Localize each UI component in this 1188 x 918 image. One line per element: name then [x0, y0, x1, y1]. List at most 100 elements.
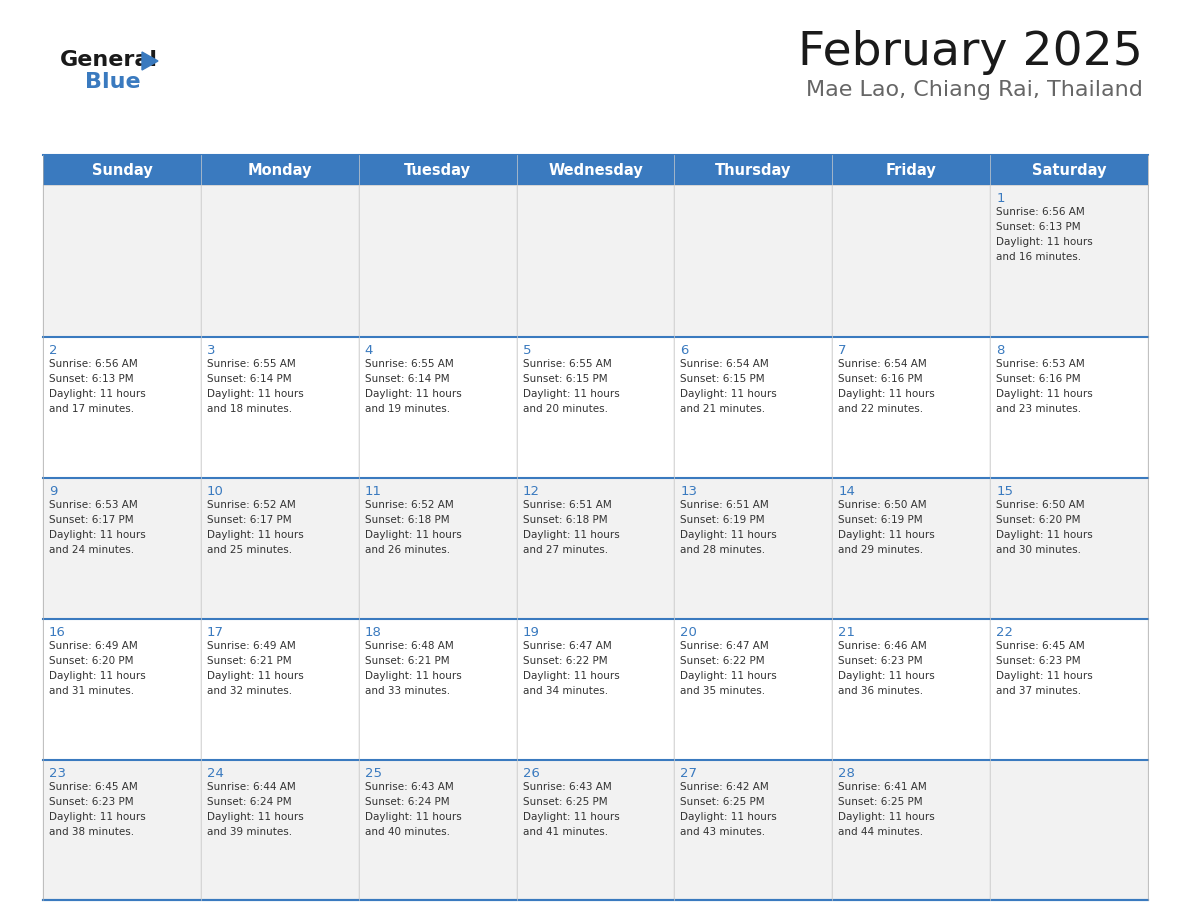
- Text: and 24 minutes.: and 24 minutes.: [49, 545, 134, 555]
- Text: Daylight: 11 hours: Daylight: 11 hours: [49, 812, 146, 822]
- Text: Sunset: 6:14 PM: Sunset: 6:14 PM: [207, 374, 291, 384]
- Text: Daylight: 11 hours: Daylight: 11 hours: [523, 389, 619, 399]
- Text: Sunrise: 6:49 AM: Sunrise: 6:49 AM: [207, 641, 296, 651]
- Text: Sunset: 6:18 PM: Sunset: 6:18 PM: [365, 515, 449, 525]
- Bar: [43, 337, 201, 478]
- Text: and 35 minutes.: and 35 minutes.: [681, 686, 765, 696]
- Text: and 16 minutes.: and 16 minutes.: [997, 252, 1081, 262]
- Text: Daylight: 11 hours: Daylight: 11 hours: [49, 530, 146, 540]
- Bar: [201, 478, 359, 619]
- Text: Daylight: 11 hours: Daylight: 11 hours: [681, 812, 777, 822]
- Text: Daylight: 11 hours: Daylight: 11 hours: [365, 530, 461, 540]
- Text: Daylight: 11 hours: Daylight: 11 hours: [207, 812, 304, 822]
- Text: Daylight: 11 hours: Daylight: 11 hours: [365, 389, 461, 399]
- Text: Daylight: 11 hours: Daylight: 11 hours: [49, 671, 146, 681]
- Text: Sunrise: 6:50 AM: Sunrise: 6:50 AM: [839, 500, 927, 510]
- Text: Daylight: 11 hours: Daylight: 11 hours: [523, 530, 619, 540]
- Bar: [359, 760, 517, 900]
- Bar: [833, 760, 990, 900]
- Text: Sunrise: 6:54 AM: Sunrise: 6:54 AM: [839, 359, 927, 369]
- Text: Daylight: 11 hours: Daylight: 11 hours: [839, 671, 935, 681]
- Text: Sunrise: 6:51 AM: Sunrise: 6:51 AM: [681, 500, 769, 510]
- Bar: [833, 185, 990, 337]
- Text: Sunset: 6:13 PM: Sunset: 6:13 PM: [49, 374, 133, 384]
- Text: Sunset: 6:25 PM: Sunset: 6:25 PM: [523, 797, 607, 807]
- Text: and 25 minutes.: and 25 minutes.: [207, 545, 292, 555]
- Text: Sunrise: 6:48 AM: Sunrise: 6:48 AM: [365, 641, 454, 651]
- Text: 24: 24: [207, 767, 223, 780]
- Bar: [517, 760, 675, 900]
- Text: Sunrise: 6:43 AM: Sunrise: 6:43 AM: [523, 782, 612, 792]
- Text: and 37 minutes.: and 37 minutes.: [997, 686, 1081, 696]
- Bar: [201, 760, 359, 900]
- Text: Sunset: 6:20 PM: Sunset: 6:20 PM: [49, 656, 133, 666]
- Text: Sunday: Sunday: [91, 162, 152, 177]
- Text: Sunset: 6:17 PM: Sunset: 6:17 PM: [207, 515, 291, 525]
- Text: Sunrise: 6:46 AM: Sunrise: 6:46 AM: [839, 641, 927, 651]
- Bar: [675, 185, 833, 337]
- Text: Sunset: 6:21 PM: Sunset: 6:21 PM: [365, 656, 449, 666]
- Bar: [201, 619, 359, 760]
- Text: Daylight: 11 hours: Daylight: 11 hours: [681, 671, 777, 681]
- Text: 14: 14: [839, 485, 855, 498]
- Bar: [990, 478, 1148, 619]
- Bar: [359, 337, 517, 478]
- Text: and 27 minutes.: and 27 minutes.: [523, 545, 608, 555]
- Text: Sunset: 6:13 PM: Sunset: 6:13 PM: [997, 222, 1081, 232]
- Text: Sunset: 6:25 PM: Sunset: 6:25 PM: [839, 797, 923, 807]
- Text: and 23 minutes.: and 23 minutes.: [997, 404, 1081, 414]
- Bar: [201, 337, 359, 478]
- Bar: [517, 619, 675, 760]
- Text: Sunrise: 6:42 AM: Sunrise: 6:42 AM: [681, 782, 769, 792]
- Text: 15: 15: [997, 485, 1013, 498]
- Text: 26: 26: [523, 767, 539, 780]
- Bar: [990, 619, 1148, 760]
- Text: Friday: Friday: [886, 162, 936, 177]
- Text: 19: 19: [523, 626, 539, 639]
- Text: Sunrise: 6:51 AM: Sunrise: 6:51 AM: [523, 500, 612, 510]
- Text: and 40 minutes.: and 40 minutes.: [365, 827, 450, 837]
- Text: Sunset: 6:22 PM: Sunset: 6:22 PM: [523, 656, 607, 666]
- Text: and 39 minutes.: and 39 minutes.: [207, 827, 292, 837]
- Bar: [990, 185, 1148, 337]
- Text: Sunset: 6:19 PM: Sunset: 6:19 PM: [839, 515, 923, 525]
- Text: 21: 21: [839, 626, 855, 639]
- Text: Sunset: 6:14 PM: Sunset: 6:14 PM: [365, 374, 449, 384]
- Text: 20: 20: [681, 626, 697, 639]
- Bar: [43, 619, 201, 760]
- Text: 12: 12: [523, 485, 539, 498]
- Text: Daylight: 11 hours: Daylight: 11 hours: [523, 812, 619, 822]
- Text: 2: 2: [49, 344, 57, 357]
- Text: and 29 minutes.: and 29 minutes.: [839, 545, 923, 555]
- Text: 23: 23: [49, 767, 67, 780]
- Text: Monday: Monday: [247, 162, 312, 177]
- Text: 8: 8: [997, 344, 1005, 357]
- Text: and 44 minutes.: and 44 minutes.: [839, 827, 923, 837]
- Bar: [201, 185, 359, 337]
- Text: Sunrise: 6:55 AM: Sunrise: 6:55 AM: [207, 359, 296, 369]
- Bar: [43, 760, 201, 900]
- Text: Sunrise: 6:43 AM: Sunrise: 6:43 AM: [365, 782, 454, 792]
- Text: Daylight: 11 hours: Daylight: 11 hours: [207, 671, 304, 681]
- Text: and 17 minutes.: and 17 minutes.: [49, 404, 134, 414]
- Text: and 26 minutes.: and 26 minutes.: [365, 545, 450, 555]
- Bar: [833, 478, 990, 619]
- Bar: [990, 337, 1148, 478]
- Text: Sunrise: 6:53 AM: Sunrise: 6:53 AM: [997, 359, 1085, 369]
- Text: and 34 minutes.: and 34 minutes.: [523, 686, 608, 696]
- Text: Sunrise: 6:52 AM: Sunrise: 6:52 AM: [207, 500, 296, 510]
- Text: Sunset: 6:15 PM: Sunset: 6:15 PM: [523, 374, 607, 384]
- Text: and 41 minutes.: and 41 minutes.: [523, 827, 608, 837]
- Bar: [990, 760, 1148, 900]
- Text: 13: 13: [681, 485, 697, 498]
- Text: Sunset: 6:24 PM: Sunset: 6:24 PM: [207, 797, 291, 807]
- Text: 16: 16: [49, 626, 65, 639]
- Text: Sunset: 6:16 PM: Sunset: 6:16 PM: [997, 374, 1081, 384]
- Text: 6: 6: [681, 344, 689, 357]
- Text: 22: 22: [997, 626, 1013, 639]
- Text: and 33 minutes.: and 33 minutes.: [365, 686, 450, 696]
- Polygon shape: [143, 52, 158, 70]
- Text: Sunrise: 6:45 AM: Sunrise: 6:45 AM: [49, 782, 138, 792]
- Text: and 18 minutes.: and 18 minutes.: [207, 404, 292, 414]
- Text: 9: 9: [49, 485, 57, 498]
